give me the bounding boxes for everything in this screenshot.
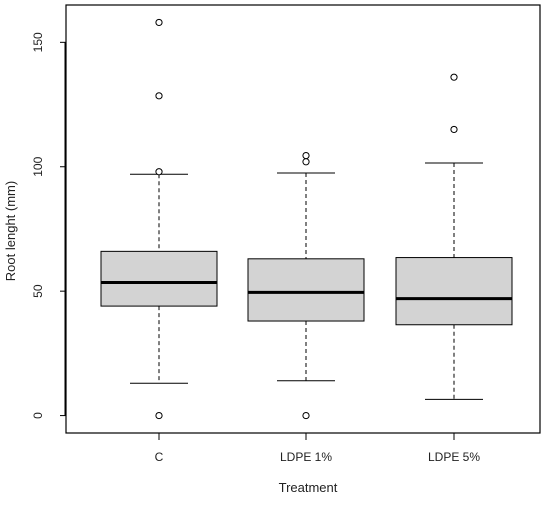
axis-layer: 0 50 100 150 C LDPE 1% LDPE 5% [31,4,541,464]
outlier-point [302,411,310,420]
y-tick-label: 100 [31,156,45,176]
outlier-point [155,92,163,100]
outlier-point [302,158,310,166]
y-tick-label: 150 [31,32,45,52]
boxplot-series [395,73,513,400]
y-tick-label: 0 [31,412,45,419]
outlier-point [155,18,163,27]
outlier-point [302,151,310,160]
outlier-point [155,411,163,420]
plot-frame [65,4,541,434]
outlier-point [450,125,458,134]
x-tick-label: LDPE 1% [280,450,332,464]
x-tick-label: C [155,450,164,464]
y-tick-label: 50 [31,284,45,298]
plot-layer [100,18,513,420]
outlier-point [155,168,163,176]
outlier-point [450,73,458,81]
box-iqr [100,250,218,307]
boxplot-series [100,18,218,420]
box-iqr [395,257,513,326]
boxplot-series [247,151,365,420]
y-axis-title: Root lenght (mm) [3,181,18,281]
x-axis-title: Treatment [279,480,338,495]
x-tick-label: LDPE 5% [428,450,480,464]
box-iqr [247,258,365,322]
